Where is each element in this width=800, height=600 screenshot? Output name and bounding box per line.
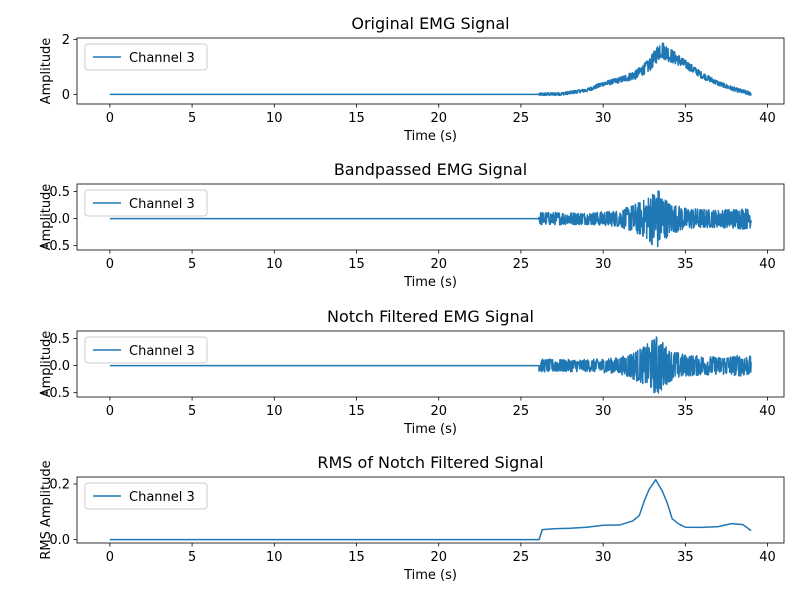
x-tick-label: 20 (430, 111, 447, 126)
y-tick-label: −0.5 (38, 239, 70, 254)
axes-frame (76, 330, 785, 398)
series-line-1 (109, 336, 752, 394)
subplot-3: Notch Filtered EMG Signal 0 5 10 15 20 25 30 35 4… (38, 307, 785, 437)
y-tick-label: 0 (62, 88, 70, 103)
x-tick-label: 15 (348, 550, 365, 565)
x-tick-label: 25 (513, 404, 530, 419)
x-tick-label: 40 (759, 257, 776, 272)
x-tick-label: 0 (106, 404, 114, 419)
subplot-title: RMS of Notch Filtered Signal (317, 453, 543, 472)
legend-box (84, 189, 208, 217)
y-axis-label: Amplitude (39, 331, 54, 398)
series-line-1 (109, 42, 752, 97)
legend-label: Channel 3 (129, 197, 195, 212)
y-tick-label: 0.0 (49, 212, 70, 227)
x-tick-label: 10 (266, 404, 283, 419)
plot-area (109, 478, 752, 541)
y-axis-label: Amplitude (39, 38, 54, 105)
x-tick-label: 35 (677, 111, 694, 126)
y-tick-label: −0.5 (38, 386, 70, 401)
x-tick-label: 0 (106, 550, 114, 565)
x-tick-label: 20 (430, 257, 447, 272)
legend-label: Channel 3 (129, 344, 195, 359)
x-tick-label: 40 (759, 111, 776, 126)
x-tick-label: 0 (106, 111, 114, 126)
x-tick-label: 15 (348, 404, 365, 419)
x-tick-label: 20 (430, 404, 447, 419)
x-tick-label: 5 (188, 111, 196, 126)
axes-frame (76, 183, 785, 251)
series-line-1 (109, 190, 752, 248)
x-axis-label: Time (s) (403, 129, 457, 144)
subplot-2: Bandpassed EMG Signal 0 5 10 15 20 25 30 35 40 −0.… (38, 160, 785, 290)
x-tick-label: 10 (266, 257, 283, 272)
x-tick-label: 15 (348, 257, 365, 272)
y-tick-label: 0.5 (49, 332, 70, 347)
axes-frame (76, 476, 785, 544)
x-tick-label: 15 (348, 111, 365, 126)
plot-area (109, 190, 752, 248)
y-tick-label: 2 (62, 33, 70, 48)
subplot-title: Original EMG Signal (351, 14, 509, 33)
x-tick-label: 25 (513, 550, 530, 565)
y-axis-label: RMS Amplitude (39, 460, 54, 559)
x-tick-label: 5 (188, 404, 196, 419)
legend-box (84, 43, 208, 71)
subplot-1: Original EMG Signal 0 5 10 15 20 25 30 35 40 0 2 Tim… (39, 14, 785, 144)
axes-frame (76, 37, 785, 105)
plot-area (109, 336, 752, 394)
x-tick-label: 40 (759, 404, 776, 419)
subplot-title: Bandpassed EMG Signal (334, 160, 527, 179)
legend-box (84, 336, 208, 364)
x-axis-label: Time (s) (403, 422, 457, 437)
x-tick-label: 5 (188, 550, 196, 565)
x-tick-label: 30 (595, 257, 612, 272)
x-tick-label: 30 (595, 404, 612, 419)
x-axis-label: Time (s) (403, 275, 457, 290)
y-tick-label: 0.0 (49, 359, 70, 374)
x-tick-label: 35 (677, 404, 694, 419)
x-axis-label: Time (s) (403, 568, 457, 583)
x-tick-label: 35 (677, 550, 694, 565)
y-axis-label: Amplitude (39, 184, 54, 251)
x-tick-label: 20 (430, 550, 447, 565)
legend: Channel 3 (84, 336, 208, 364)
x-tick-label: 30 (595, 111, 612, 126)
x-tick-label: 25 (513, 257, 530, 272)
legend: Channel 3 (84, 43, 208, 71)
x-tick-label: 10 (266, 111, 283, 126)
subplot-title: Notch Filtered EMG Signal (327, 307, 534, 326)
legend: Channel 3 (84, 189, 208, 217)
x-tick-label: 30 (595, 550, 612, 565)
x-tick-label: 5 (188, 257, 196, 272)
y-tick-label: 0.2 (49, 477, 70, 492)
plot-area (109, 42, 752, 97)
legend-label: Channel 3 (129, 51, 195, 66)
x-tick-label: 10 (266, 550, 283, 565)
legend: Channel 3 (84, 482, 208, 510)
x-tick-label: 35 (677, 257, 694, 272)
subplot-4: RMS of Notch Filtered Signal 0 5 10 15 20 25 30… (39, 453, 785, 583)
legend-box (84, 482, 208, 510)
y-tick-label: 0.0 (49, 533, 70, 548)
series-line-1 (109, 478, 752, 541)
legend-label: Channel 3 (129, 490, 195, 505)
x-tick-label: 0 (106, 257, 114, 272)
y-tick-label: 0.5 (49, 185, 70, 200)
x-tick-label: 25 (513, 111, 530, 126)
x-tick-label: 40 (759, 550, 776, 565)
